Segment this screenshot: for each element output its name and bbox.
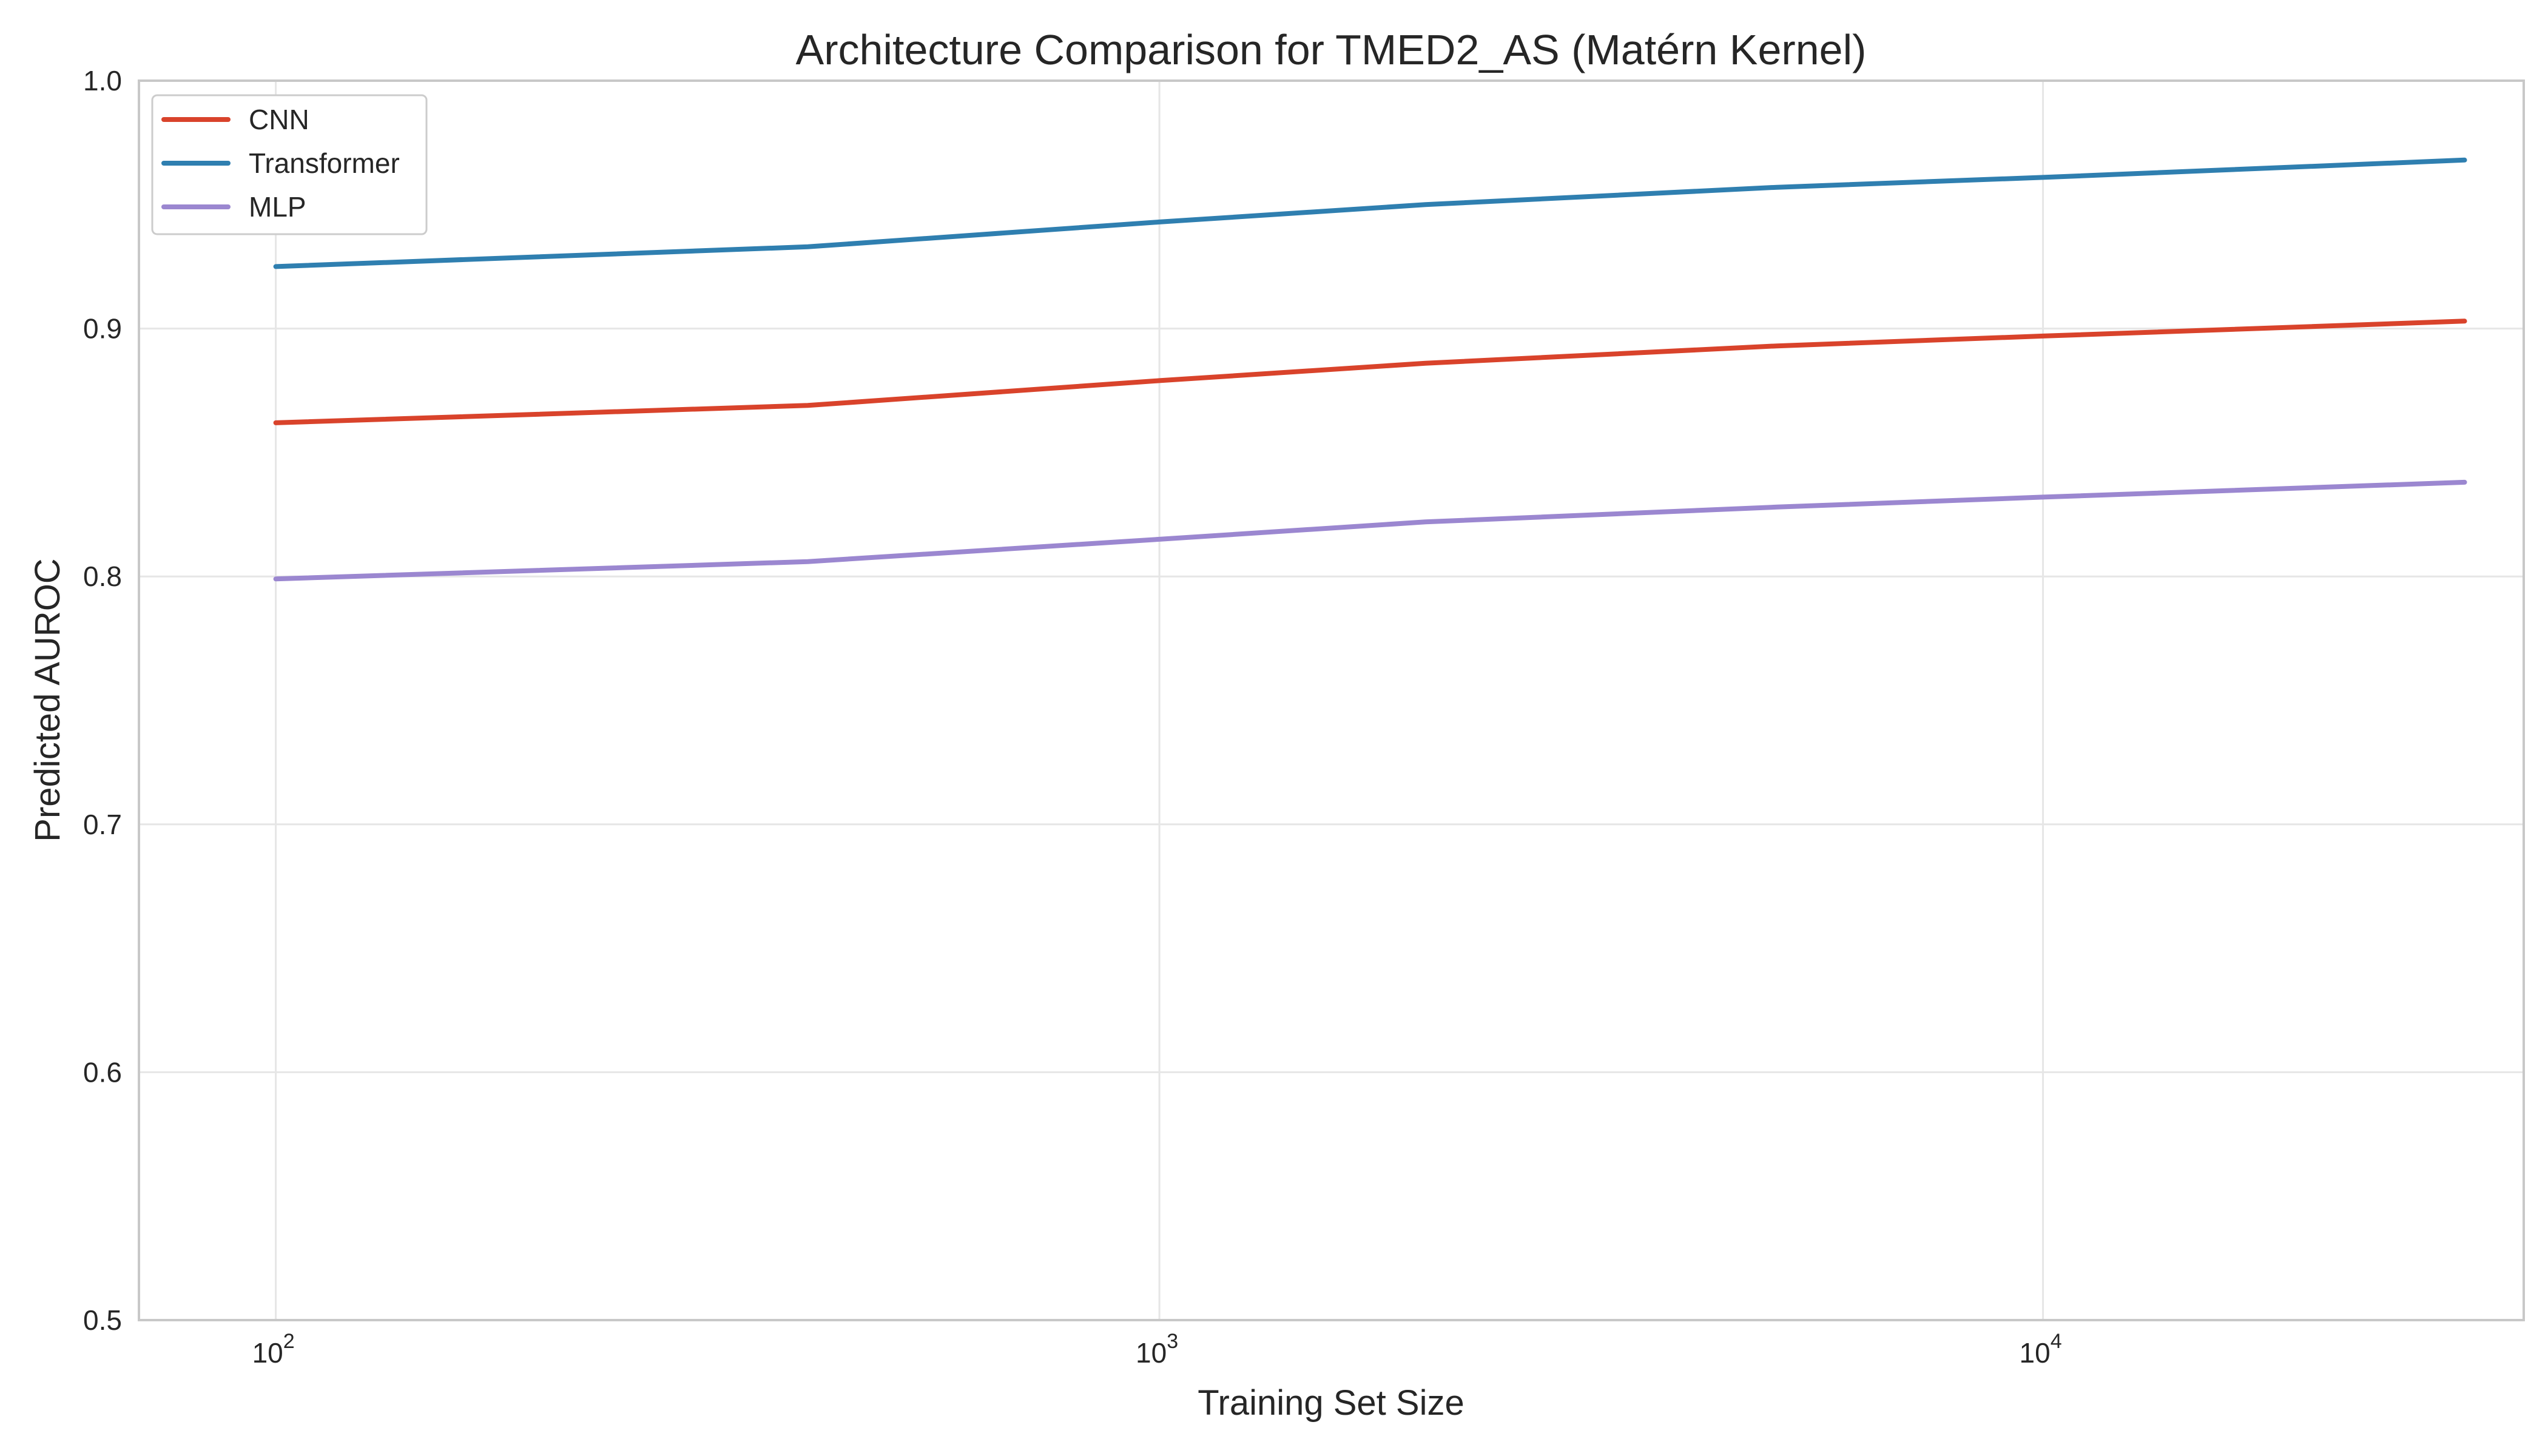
y-tick-label: 0.9: [83, 313, 122, 345]
y-tick-label: 1.0: [83, 65, 122, 96]
x-tick-base: 10: [2020, 1337, 2051, 1369]
x-axis-label: Training Set Size: [1198, 1383, 1464, 1423]
x-tick-base: 10: [1136, 1337, 1167, 1369]
legend-label-mlp: MLP: [249, 191, 306, 223]
y-axis-label: Predicted AUROC: [28, 558, 67, 841]
y-tick-label: 0.8: [83, 561, 122, 592]
legend: CNN Transformer MLP: [151, 94, 428, 235]
series-line-transformer: [273, 157, 2467, 269]
legend-label-transformer: Transformer: [249, 147, 400, 179]
series-line-cnn: [273, 318, 2467, 425]
series-layer: [273, 157, 2467, 582]
plot-frame: [138, 79, 2525, 1321]
x-tick-base: 10: [252, 1337, 283, 1369]
legend-box: [151, 94, 428, 235]
y-tick-label: 0.6: [83, 1056, 122, 1088]
x-tick-label: 102: [252, 1330, 295, 1369]
x-tick-exponent: 2: [283, 1330, 295, 1353]
chart-title: Architecture Comparison for TMED2_AS (Ma…: [796, 26, 1867, 73]
y-tick-label: 0.7: [83, 809, 122, 840]
y-tick-label: 0.5: [83, 1304, 122, 1336]
x-tick-exponent: 3: [1167, 1330, 1178, 1353]
x-tick-label: 104: [2020, 1330, 2062, 1369]
series-line-mlp: [273, 479, 2467, 582]
x-tick-exponent: 4: [2051, 1330, 2062, 1353]
legend-label-cnn: CNN: [249, 104, 309, 135]
x-tick-label: 103: [1136, 1330, 1178, 1369]
